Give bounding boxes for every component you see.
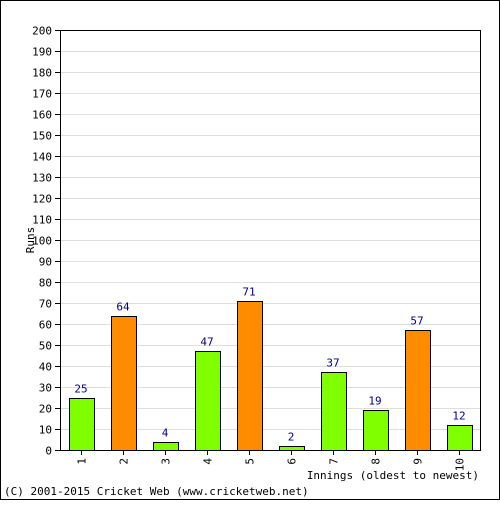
data-label: 4: [162, 427, 169, 440]
x-axis-ticks: 1 2 3 4 5 6 7 8 9 10: [76, 450, 467, 471]
y-tick-label: 80: [39, 277, 52, 290]
x-tick-label: 9: [412, 458, 425, 465]
y-tick-label: 110: [32, 214, 52, 227]
x-axis-title: Innings (oldest to newest): [307, 469, 479, 482]
x-tick-label: 5: [244, 458, 257, 465]
y-tick-label: 70: [39, 298, 52, 311]
y-axis-title: Runs: [24, 227, 37, 254]
y-tick-label: 50: [39, 340, 52, 353]
plot-frame: [60, 30, 481, 451]
y-tick-label: 130: [32, 172, 52, 185]
y-tick-label: 200: [32, 25, 52, 38]
x-tick-label: 4: [202, 458, 215, 465]
data-label: 37: [326, 357, 339, 370]
bar: [237, 301, 263, 451]
y-tick-label: 0: [45, 445, 52, 458]
y-tick-label: 140: [32, 151, 52, 164]
x-tick-label: 6: [286, 458, 299, 465]
footer-copyright: (C) 2001-2015 Cricket Web (www.cricketwe…: [4, 485, 309, 498]
bar: [69, 398, 95, 451]
bar: [321, 372, 347, 451]
y-tick-label: 180: [32, 67, 52, 80]
y-tick-label: 60: [39, 319, 52, 332]
data-label: 47: [200, 336, 213, 349]
data-label: 57: [410, 315, 423, 328]
data-label: 12: [452, 410, 465, 423]
x-tick-label: 2: [118, 458, 131, 465]
y-tick-label: 170: [32, 88, 52, 101]
x-tick-label: 1: [76, 458, 89, 465]
x-tick-label: 10: [454, 458, 467, 471]
bar: [195, 351, 221, 451]
bar: [279, 446, 305, 451]
y-tick-label: 10: [39, 424, 52, 437]
x-tick-label: 8: [370, 458, 383, 465]
data-label: 64: [116, 301, 130, 314]
y-axis-ticks: 0 10 20 30 40 50 60 70 80 90 100 110 120 130 140 150 160…: [32, 25, 60, 458]
bar: [363, 410, 389, 451]
x-tick-label: 3: [160, 458, 173, 465]
y-tick-label: 30: [39, 382, 52, 395]
value-labels: 25 64 4 47 71 2 37 19 57 12: [74, 286, 465, 444]
bar: [447, 425, 473, 451]
bar: [111, 316, 137, 451]
y-tick-label: 20: [39, 403, 52, 416]
bar: [405, 330, 431, 451]
bars: [69, 301, 473, 451]
data-label: 71: [242, 286, 255, 299]
y-tick-label: 90: [39, 256, 52, 269]
y-tick-label: 120: [32, 193, 52, 206]
y-tick-label: 100: [32, 235, 52, 248]
x-tick-label: 7: [328, 458, 341, 465]
y-tick-label: 190: [32, 46, 52, 59]
y-tick-label: 40: [39, 361, 52, 374]
data-label: 2: [288, 431, 295, 444]
y-tick-label: 160: [32, 109, 52, 122]
y-tick-label: 150: [32, 130, 52, 143]
data-label: 25: [74, 383, 87, 396]
bar: [153, 442, 179, 451]
data-label: 19: [368, 395, 381, 408]
